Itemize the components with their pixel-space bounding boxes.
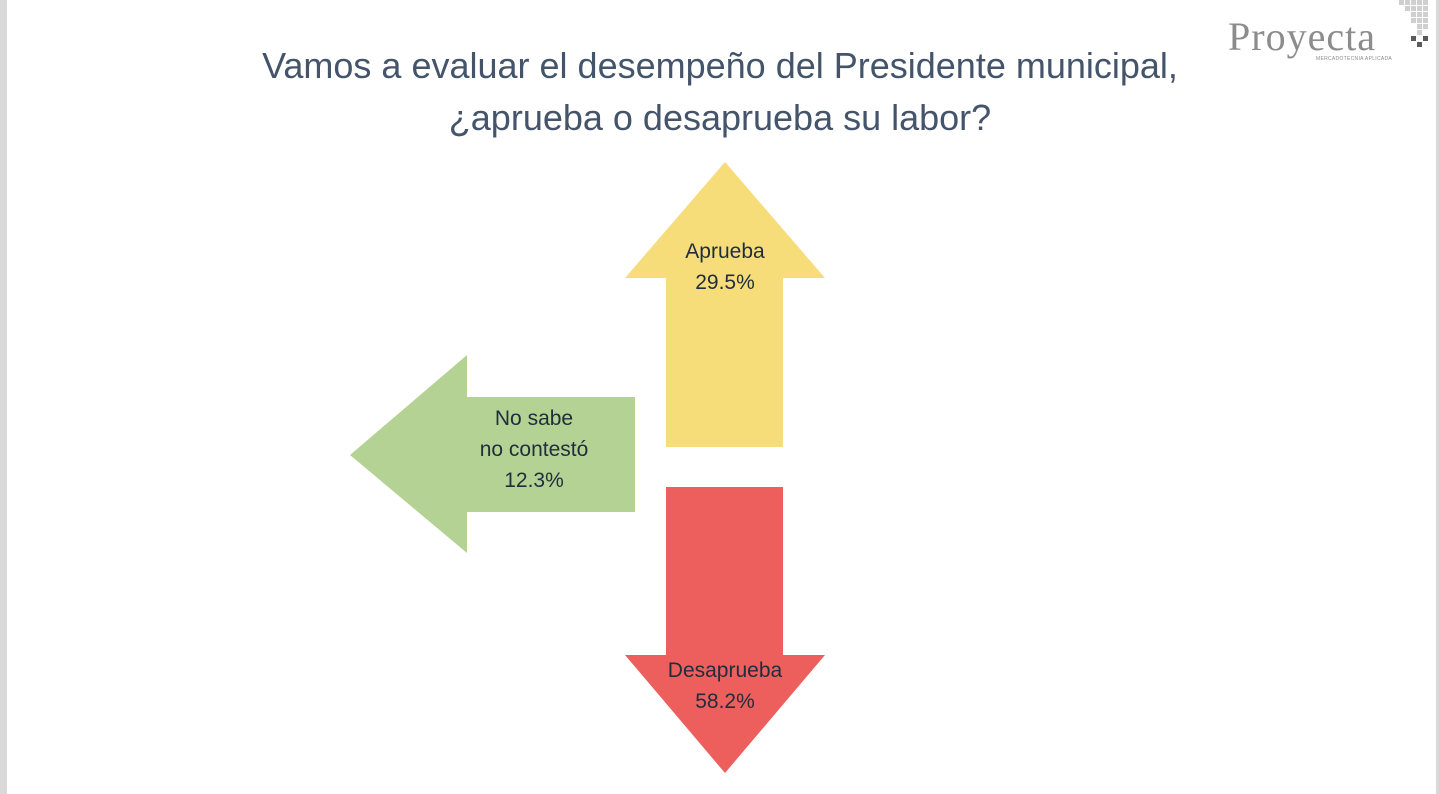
value-label-desaprueba: 58.2% <box>695 690 755 713</box>
logo-word: Proyecta <box>1228 14 1376 59</box>
value-label-aprueba: 29.5% <box>695 271 755 294</box>
category-label-desaprueba: Desaprueba <box>668 659 783 682</box>
proyecta-logo: Proyecta MERCADOTECNIA APLICADA <box>1228 0 1433 74</box>
title-line-1: Vamos a evaluar el desempeño del Preside… <box>262 45 1178 86</box>
category-label-no-sabe-no-contest: No sabe <box>495 407 573 430</box>
category-label-aprueba: Aprueba <box>685 240 765 263</box>
arrow-aprueba <box>625 162 825 447</box>
left-border <box>0 0 7 794</box>
value-label-no-sabe-no-contest: 12.3% <box>504 469 564 492</box>
category-label-no-sabe-no-contest: no contestó <box>480 438 589 461</box>
arrow-desaprueba <box>625 487 825 773</box>
arrow-no-sabe-no-contest <box>350 355 635 553</box>
chart-title: Vamos a evaluar el desempeño del Preside… <box>180 40 1260 144</box>
title-line-2: ¿aprueba o desaprueba su labor? <box>448 97 992 138</box>
right-border <box>1436 0 1439 794</box>
logo-tagline: MERCADOTECNIA APLICADA <box>1316 56 1393 62</box>
